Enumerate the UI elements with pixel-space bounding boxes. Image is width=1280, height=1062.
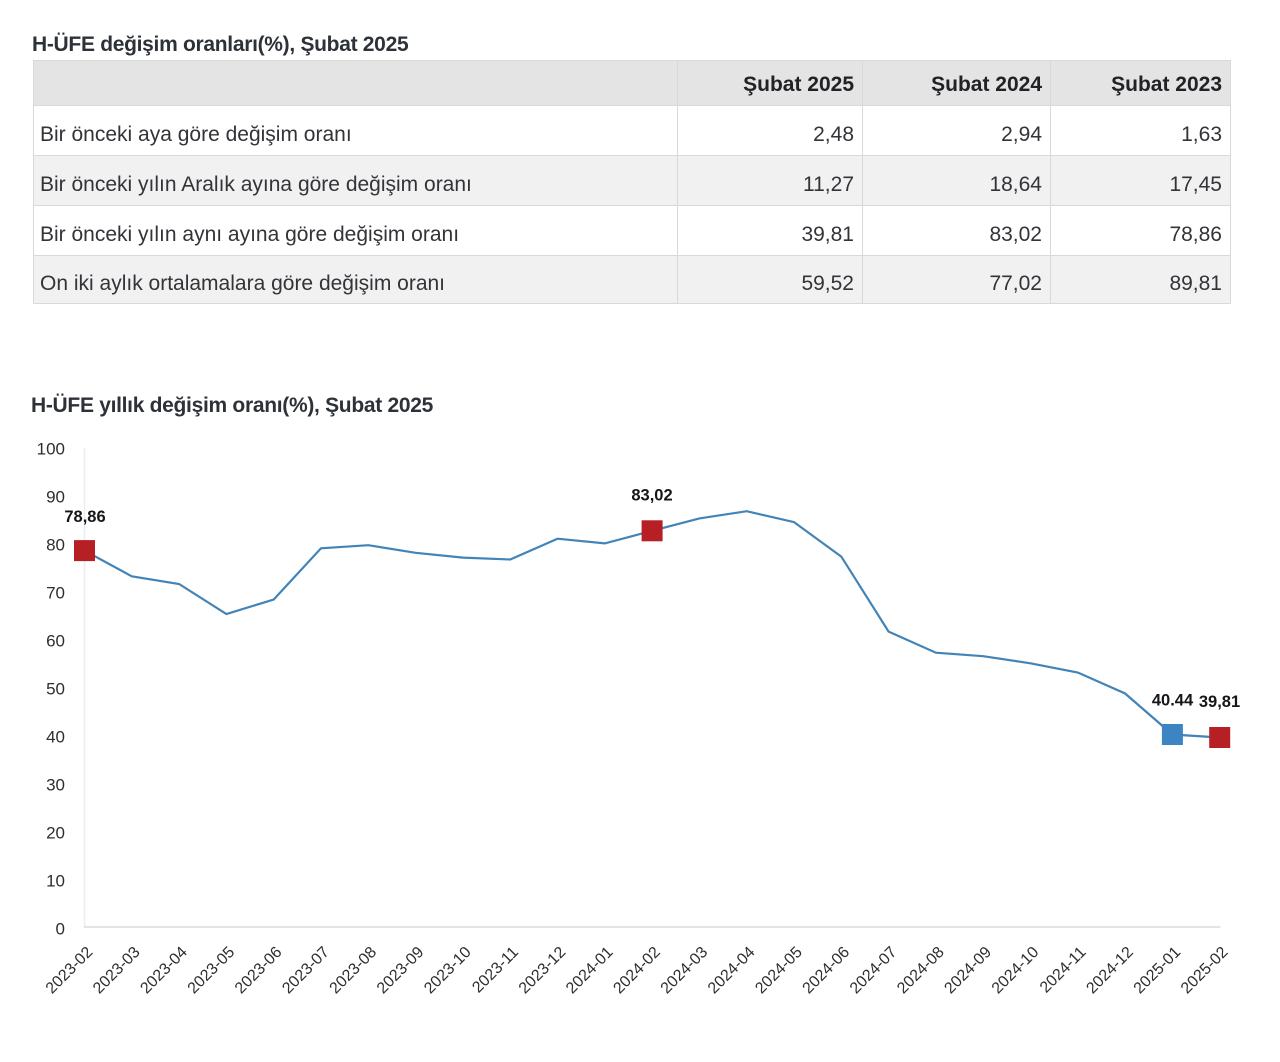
svg-text:30: 30 — [46, 776, 65, 795]
svg-text:2023-08: 2023-08 — [327, 944, 381, 998]
svg-text:20: 20 — [46, 824, 65, 843]
svg-text:2023-02: 2023-02 — [43, 944, 97, 998]
svg-text:100: 100 — [37, 440, 65, 459]
svg-text:50: 50 — [46, 680, 65, 699]
svg-text:2023-09: 2023-09 — [374, 944, 428, 998]
svg-text:2023-12: 2023-12 — [516, 944, 570, 998]
svg-text:60: 60 — [46, 632, 65, 651]
svg-text:2025-02: 2025-02 — [1178, 944, 1232, 998]
svg-text:2023-03: 2023-03 — [90, 944, 144, 998]
svg-text:70: 70 — [46, 584, 65, 603]
svg-text:2024-05: 2024-05 — [752, 944, 806, 998]
svg-text:2024-09: 2024-09 — [941, 944, 995, 998]
svg-text:2023-06: 2023-06 — [232, 944, 286, 998]
svg-text:10: 10 — [46, 872, 65, 891]
svg-text:2024-04: 2024-04 — [705, 944, 759, 998]
svg-text:2023-10: 2023-10 — [421, 944, 475, 998]
svg-text:2024-12: 2024-12 — [1083, 944, 1137, 998]
svg-text:0: 0 — [56, 920, 65, 939]
svg-text:2024-03: 2024-03 — [658, 944, 712, 998]
svg-text:40.44: 40.44 — [1152, 692, 1194, 710]
svg-text:2024-10: 2024-10 — [989, 944, 1043, 998]
svg-text:80: 80 — [46, 536, 65, 555]
svg-text:2024-08: 2024-08 — [894, 944, 948, 998]
svg-text:40: 40 — [46, 728, 65, 747]
svg-text:2024-02: 2024-02 — [610, 944, 664, 998]
svg-text:90: 90 — [46, 488, 65, 507]
svg-text:2023-05: 2023-05 — [185, 944, 239, 998]
svg-text:2025-01: 2025-01 — [1131, 944, 1185, 998]
svg-text:83,02: 83,02 — [631, 487, 672, 505]
svg-text:78,86: 78,86 — [64, 508, 105, 526]
svg-text:39,81: 39,81 — [1199, 693, 1240, 711]
svg-text:2024-07: 2024-07 — [847, 944, 901, 998]
svg-text:2024-06: 2024-06 — [800, 944, 854, 998]
svg-text:2024-11: 2024-11 — [1037, 944, 1090, 997]
svg-text:2024-01: 2024-01 — [563, 944, 617, 998]
svg-text:2023-07: 2023-07 — [279, 944, 333, 998]
svg-text:2023-11: 2023-11 — [469, 944, 522, 997]
svg-text:2023-04: 2023-04 — [137, 944, 191, 998]
